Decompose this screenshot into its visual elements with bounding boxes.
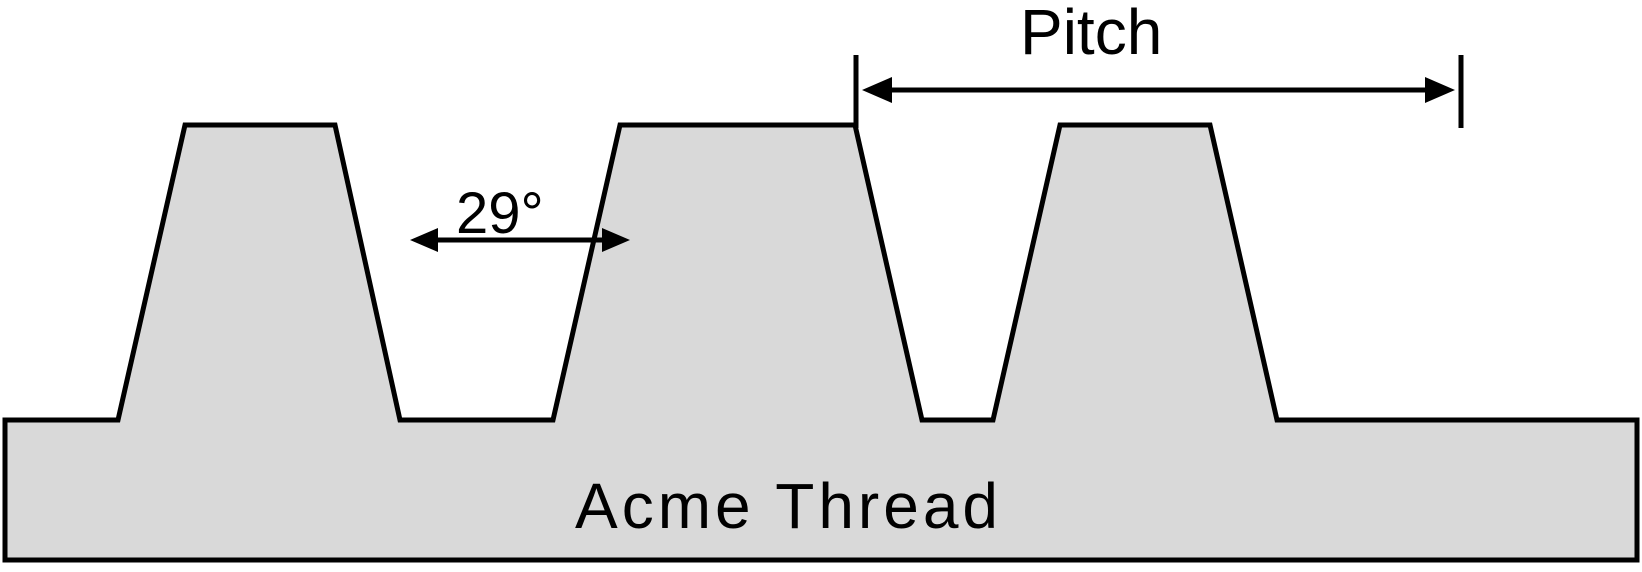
thread-angle-label: 29° [456,180,544,247]
diagram-title: Acme Thread [575,469,1002,543]
acme-thread-diagram: 29° Pitch Acme Thread [0,0,1642,572]
pitch-label: Pitch [1020,0,1162,69]
